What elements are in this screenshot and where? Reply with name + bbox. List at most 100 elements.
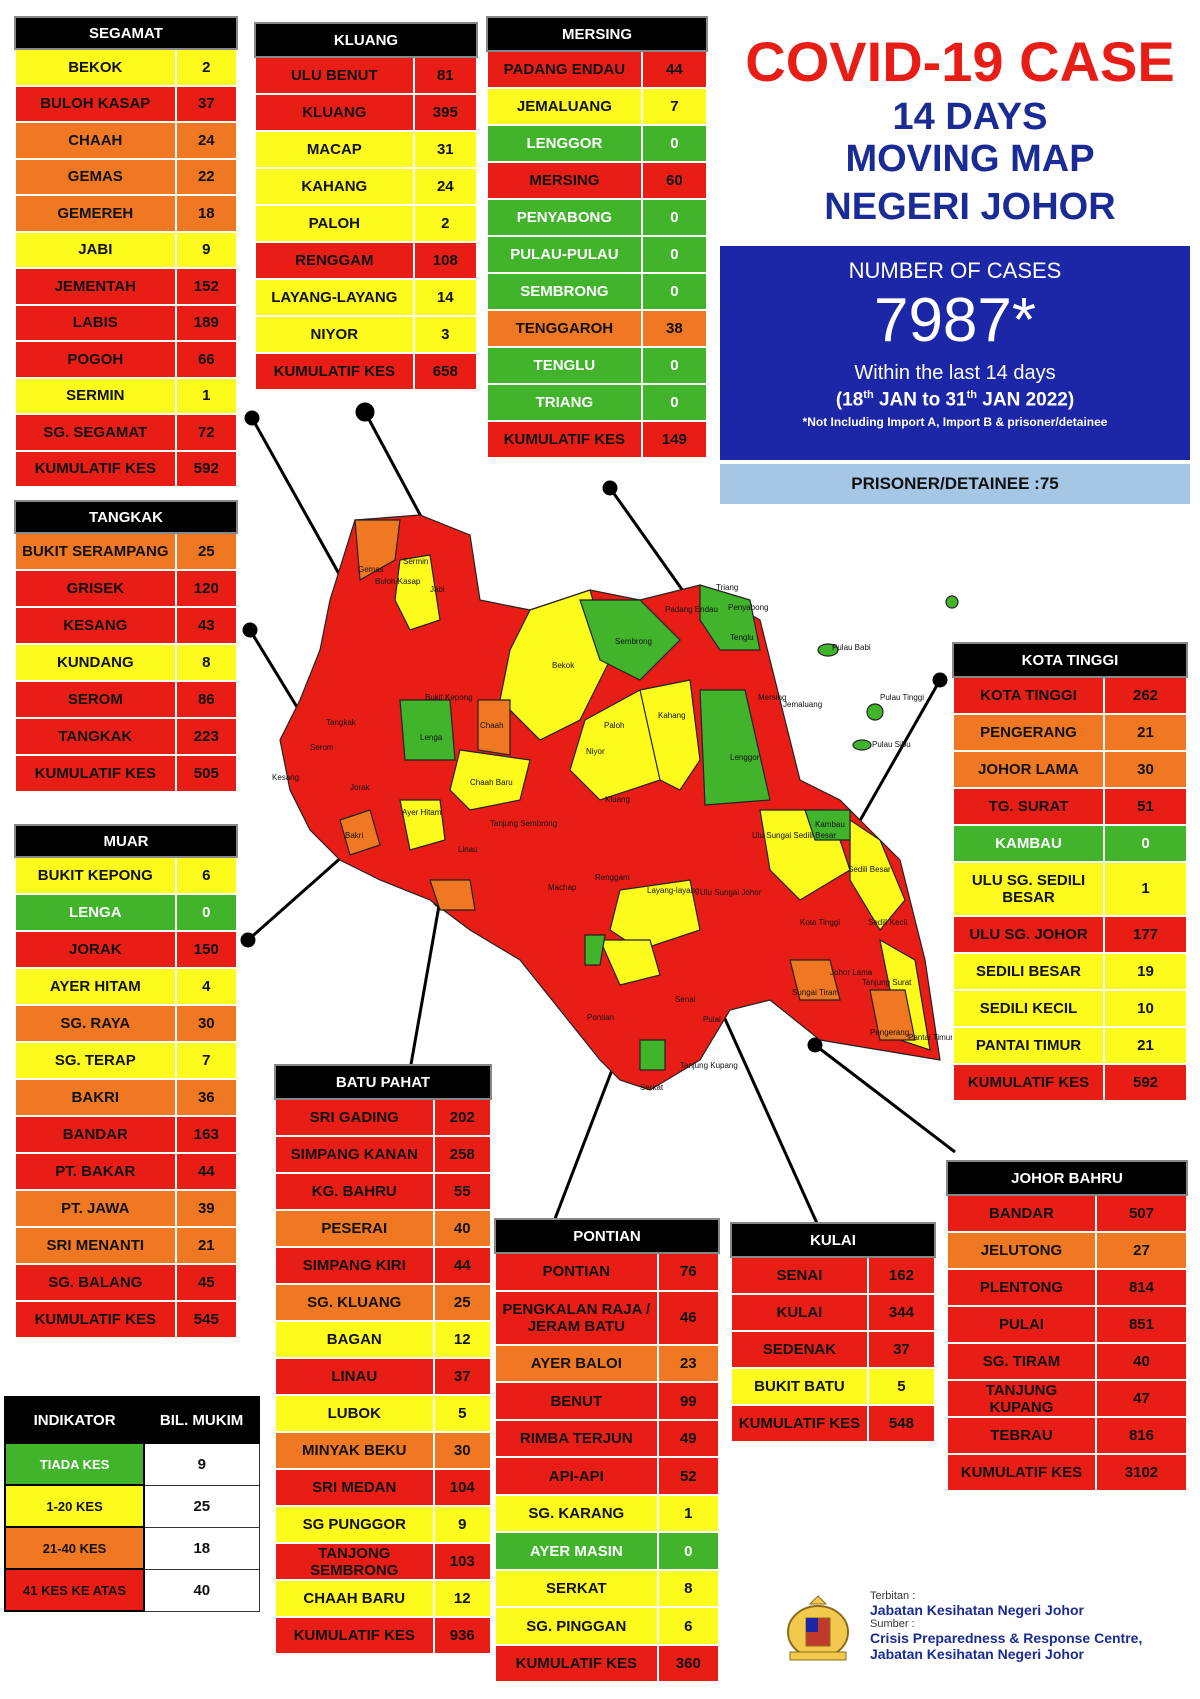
row-label: SG. RAYA <box>14 1004 177 1043</box>
table-row: CHAAH BARU 12 <box>274 1579 493 1618</box>
table-row: AYER BALOI 23 <box>494 1343 721 1384</box>
map-label-sedilikecil: Sedili Kecil <box>868 918 907 927</box>
table-row: KESANG 43 <box>14 606 239 645</box>
row-label: KLUANG <box>254 93 415 132</box>
table-row: JEMENTAH 152 <box>14 267 239 306</box>
row-value: 258 <box>432 1135 493 1174</box>
table-row: BEKOK 2 <box>14 48 239 87</box>
table-row: TENGLU 0 <box>486 346 709 385</box>
table-row: PONTIAN 76 <box>494 1252 721 1292</box>
row-value: 10 <box>1103 988 1188 1028</box>
table-header-segamat: SEGAMAT <box>14 16 238 50</box>
row-value: 38 <box>640 309 709 348</box>
table-pontian: PONTIAN PONTIAN 76 PENGKALAN RAJA / JERAM B… <box>494 1218 721 1684</box>
table-row: KAMBAU 0 <box>951 824 1188 863</box>
row-label: LAYANG-LAYANG <box>254 278 415 317</box>
table-row: TANJUNG KUPANG 47 <box>946 1379 1189 1418</box>
table-header-batupahat: BATU PAHAT <box>274 1064 492 1100</box>
table-row: JORAK 150 <box>14 930 239 969</box>
row-label: SENAI <box>730 1256 869 1295</box>
map-label-serkat: Serkat <box>640 1083 664 1092</box>
table-row: NIYOR 3 <box>254 315 479 354</box>
row-value: 81 <box>412 56 479 95</box>
row-value: 60 <box>640 161 709 200</box>
table-row: MINYAK BEKU 30 <box>274 1431 493 1470</box>
map-label-chaah: Chaah <box>480 721 504 730</box>
row-value: 25 <box>174 532 239 571</box>
table-row: PENGERANG 21 <box>951 713 1188 752</box>
row-value: 44 <box>174 1152 239 1191</box>
row-label: TG. SURAT <box>951 787 1106 826</box>
row-value: 3102 <box>1094 1453 1189 1492</box>
map-label-kesang: Kesang <box>272 773 299 782</box>
row-label: BULOH KASAP <box>14 84 177 123</box>
table-row: LABIS 189 <box>14 303 239 342</box>
footnote: *Not Including Import A, Import B & pris… <box>802 415 1108 430</box>
map-label-sedilibesar: Sedili Besar <box>848 865 891 874</box>
row-value: 14 <box>412 278 479 317</box>
row-label: CHAAH <box>14 121 177 160</box>
table-row: SG. KARANG 1 <box>494 1493 721 1534</box>
map-label-johorlama: Johor Lama <box>830 968 873 977</box>
legend-count: 9 <box>143 1442 260 1486</box>
row-label: PULAI <box>946 1305 1097 1344</box>
table-row: KG. BAHRU 55 <box>274 1172 493 1211</box>
row-value: 7 <box>174 1041 239 1080</box>
table-row: LUBOK 5 <box>274 1394 493 1433</box>
terbitan-label: Terbitan : <box>870 1590 916 1602</box>
table-row: PULAU-PULAU 0 <box>486 235 709 274</box>
map-label-serom: Serom <box>310 743 334 752</box>
row-value: 47 <box>1094 1379 1189 1418</box>
map-region-johorlama <box>789 959 841 1001</box>
map-label-sembrong: Sembrong <box>615 637 652 646</box>
row-value: 99 <box>656 1381 721 1421</box>
map-label-renggam: Renggam <box>595 873 630 882</box>
legend-label: 41 KES KE ATAS <box>3 1568 146 1612</box>
row-label: BUKIT KEPONG <box>14 856 177 895</box>
row-value: 86 <box>174 680 239 719</box>
table-row: KOTA TINGGI 262 <box>951 676 1188 715</box>
row-value: 0 <box>640 383 709 422</box>
table-row: BUKIT BATU 5 <box>730 1367 937 1406</box>
table-row: LENGA 0 <box>14 893 239 932</box>
map-label-pulaubabi: Pulau Babi <box>832 643 871 652</box>
legend-count: 18 <box>143 1526 260 1570</box>
row-label: LABIS <box>14 303 177 342</box>
row-label: KUMULATIF KES <box>14 449 177 488</box>
row-value: 344 <box>866 1293 937 1332</box>
row-label: BAKRI <box>14 1078 177 1117</box>
table-header-muar: MUAR <box>14 824 238 858</box>
row-label: ULU SG. SEDILI BESAR <box>951 861 1106 917</box>
row-label: SG. KARANG <box>494 1493 659 1534</box>
row-value: 40 <box>432 1209 493 1248</box>
row-label: MACAP <box>254 130 415 169</box>
table-row: SRI GADING 202 <box>274 1098 493 1137</box>
within-text: Within the last 14 days <box>854 362 1056 384</box>
row-label: KUMULATIF KES <box>946 1453 1097 1492</box>
row-label: KAMBAU <box>951 824 1106 863</box>
row-label: KUMULATIF KES <box>486 420 643 459</box>
row-label: SEMBRONG <box>486 272 643 311</box>
row-value: 12 <box>432 1320 493 1359</box>
map-label-sermin: Sermin <box>403 557 428 566</box>
map-label-pontian: Pontian <box>587 1013 614 1022</box>
row-value: 23 <box>656 1343 721 1384</box>
table-row: MACAP 31 <box>254 130 479 169</box>
map-region-lenggor <box>699 689 771 806</box>
table-row: SG. TIRAM 40 <box>946 1342 1189 1381</box>
table-row: SG. KLUANG 25 <box>274 1283 493 1322</box>
table-row: BAGAN 12 <box>274 1320 493 1359</box>
map-label-tangkak: Tangkak <box>326 718 357 727</box>
row-label: SEDILI BESAR <box>951 951 1106 991</box>
subtitle-moving-map: MOVING MAP <box>845 138 1095 180</box>
table-muar: MUAR BUKIT KEPONG 6 LENGA 0 JORAK 150 AYER HITA… <box>14 824 239 1339</box>
row-value: 262 <box>1103 676 1188 715</box>
row-label: SG. SEGAMAT <box>14 413 177 452</box>
row-value: 30 <box>174 1004 239 1043</box>
row-value: 936 <box>432 1616 493 1655</box>
legend-col-bil-mukim: BIL. MUKIM <box>143 1396 260 1444</box>
table-header-tangkak: TANGKAK <box>14 500 238 534</box>
map-region-kahang <box>639 679 701 791</box>
table-row: SG. PINGGAN 6 <box>494 1606 721 1646</box>
row-value: 37 <box>174 84 239 123</box>
